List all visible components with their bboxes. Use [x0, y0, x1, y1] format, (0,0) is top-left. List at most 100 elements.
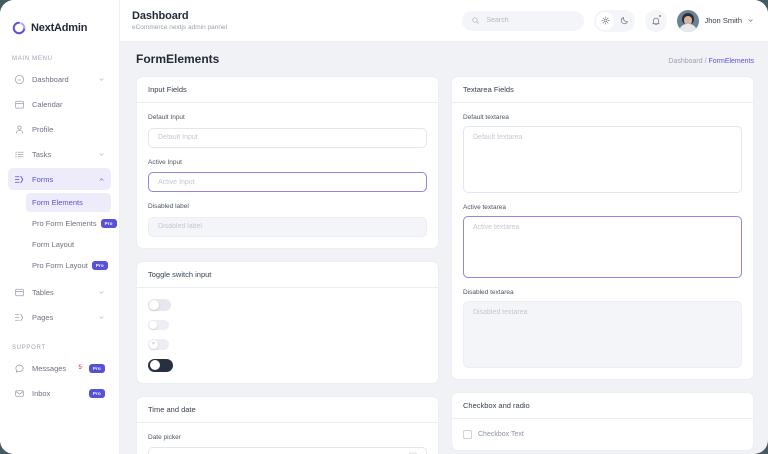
- sidebar-item-label: Calendar: [32, 99, 63, 109]
- search-input[interactable]: [486, 17, 576, 24]
- field-active-input: Active Input: [148, 159, 427, 192]
- message-count-badge: 5: [78, 365, 82, 371]
- content-area: FormElements Dashboard / FormElements In…: [120, 42, 768, 454]
- sidebar-subitem-label: Form Elements: [32, 198, 83, 207]
- breadcrumb-current: FormElements: [708, 58, 754, 65]
- field-default-input: Default Input: [148, 114, 427, 148]
- field-label: Default Input: [148, 114, 185, 121]
- notification-button[interactable]: [645, 9, 668, 32]
- sidebar-item-inbox[interactable]: Inbox Pro: [8, 382, 111, 404]
- moon-icon: [620, 17, 628, 25]
- cards-grid: Input Fields Default Input Active Input: [136, 76, 754, 454]
- default-input[interactable]: [148, 127, 427, 148]
- left-column: Input Fields Default Input Active Input: [136, 76, 439, 454]
- right-column: Textarea Fields Default textarea Active …: [451, 76, 754, 454]
- toggle-small[interactable]: [148, 319, 169, 330]
- card-body: Default textarea Active textarea Disable…: [452, 103, 753, 379]
- task-list-icon: [15, 151, 24, 157]
- theme-dark-button[interactable]: [615, 12, 633, 30]
- breadcrumb-root[interactable]: Dashboard /: [668, 58, 707, 65]
- notification-dot: [658, 13, 663, 18]
- sidebar-subitem-label: Pro Form Layout: [32, 261, 88, 270]
- top-header: Dashboard eCommerce nextjs admin pannel: [120, 0, 768, 42]
- sidebar-item-label: Inbox: [32, 388, 51, 398]
- field-label: Disabled textarea: [463, 289, 514, 296]
- header-titles: Dashboard eCommerce nextjs admin pannel: [132, 10, 452, 31]
- active-input[interactable]: [148, 172, 427, 192]
- sidebar-subitem-form-elements[interactable]: Form Elements: [26, 193, 111, 212]
- avatar-body: [679, 23, 698, 32]
- breadcrumb: Dashboard / FormElements: [668, 58, 754, 65]
- card-title: Textarea Fields: [452, 77, 753, 103]
- calendar-icon: [15, 100, 24, 109]
- checkbox-input[interactable]: [463, 430, 472, 439]
- sidebar: NextAdmin MAIN MENU Dashboard Calenda: [0, 0, 120, 454]
- active-textarea[interactable]: [463, 216, 742, 278]
- card-body: Date picker: [137, 423, 438, 454]
- gauge-icon: [14, 74, 25, 84]
- avatar: [677, 9, 700, 32]
- toggle-with-icon[interactable]: ×: [148, 338, 169, 350]
- main-area: Dashboard eCommerce nextjs admin pannel: [120, 0, 768, 454]
- sidebar-item-tables[interactable]: Tables: [8, 281, 111, 303]
- brand-name: NextAdmin: [31, 22, 88, 34]
- sidebar-item-label: Tables: [32, 287, 54, 297]
- sun-icon: [601, 16, 610, 25]
- search-icon: [472, 17, 480, 24]
- disabled-input: [148, 216, 427, 237]
- sidebar-main-label: MAIN MENU: [12, 56, 53, 62]
- forms-icon: [14, 175, 24, 183]
- card-toggle-switch: Toggle switch input ×: [136, 260, 439, 384]
- field-disabled-input: Disabled label: [148, 203, 427, 237]
- sidebar-item-label: Profile: [32, 124, 54, 134]
- sidebar-subitem-pro-form-elements[interactable]: Pro Form Elements Pro: [26, 214, 117, 233]
- checkbox-label: Checkbox Text: [478, 431, 524, 438]
- date-picker-input[interactable]: [148, 447, 427, 454]
- sidebar-item-label: Tasks: [32, 149, 52, 159]
- sidebar-subitem-label: Form Layout: [32, 240, 75, 249]
- toggle-knob: [149, 360, 160, 370]
- theme-toggle-group[interactable]: [594, 9, 636, 32]
- sidebar-nav: Dashboard Calendar Profile: [0, 68, 119, 328]
- sidebar-item-calendar[interactable]: Calendar: [8, 93, 111, 115]
- pages-icon: [14, 313, 24, 321]
- circle-loader-icon: [12, 21, 26, 35]
- toggle-knob: [149, 299, 159, 310]
- search-box[interactable]: [462, 10, 585, 31]
- table-icon: [15, 288, 24, 296]
- sidebar-support-nav: Messages 5 Pro Inbox Pro: [0, 357, 119, 404]
- card-checkbox-radio: Checkbox and radio Checkbox Text: [451, 392, 754, 451]
- sidebar-item-pages[interactable]: Pages: [8, 306, 111, 328]
- toggle-list: ×: [148, 298, 427, 372]
- user-name: Jhon Smith: [704, 16, 742, 25]
- chevron-down-icon: [748, 19, 753, 22]
- sidebar-subitem-form-layout[interactable]: Form Layout: [26, 235, 111, 254]
- sidebar-item-dashboard[interactable]: Dashboard: [8, 68, 111, 90]
- user-icon: [15, 125, 24, 134]
- card-textarea-fields: Textarea Fields Default textarea Active …: [451, 76, 754, 380]
- header-title: Dashboard: [132, 10, 189, 22]
- user-menu[interactable]: Jhon Smith: [677, 9, 754, 32]
- sidebar-item-tasks[interactable]: Tasks: [8, 143, 111, 165]
- pro-badge: Pro: [91, 261, 108, 270]
- theme-light-button[interactable]: [596, 11, 615, 30]
- toggle-checked[interactable]: [148, 358, 173, 372]
- checkbox-row[interactable]: Checkbox Text: [463, 430, 742, 439]
- sidebar-item-label: Dashboard: [32, 74, 69, 84]
- chevron-down-icon: [99, 315, 104, 319]
- card-title: Checkbox and radio: [452, 393, 753, 419]
- calendar-icon[interactable]: [408, 451, 418, 454]
- sidebar-item-forms[interactable]: Forms: [8, 168, 111, 190]
- brand-logo[interactable]: NextAdmin: [0, 0, 119, 42]
- chevron-up-icon: [99, 177, 104, 181]
- sidebar-subitem-pro-form-layout[interactable]: Pro Form Layout Pro: [26, 256, 111, 275]
- field-label: Default textarea: [463, 114, 509, 121]
- card-input-fields: Input Fields Default Input Active Input: [136, 76, 439, 249]
- default-textarea[interactable]: [463, 126, 742, 193]
- sidebar-item-messages[interactable]: Messages 5 Pro: [8, 357, 111, 379]
- toggle-default[interactable]: [148, 298, 171, 311]
- card-title: Toggle switch input: [137, 262, 438, 288]
- sidebar-item-profile[interactable]: Profile: [8, 118, 111, 140]
- chevron-down-icon: [99, 77, 104, 81]
